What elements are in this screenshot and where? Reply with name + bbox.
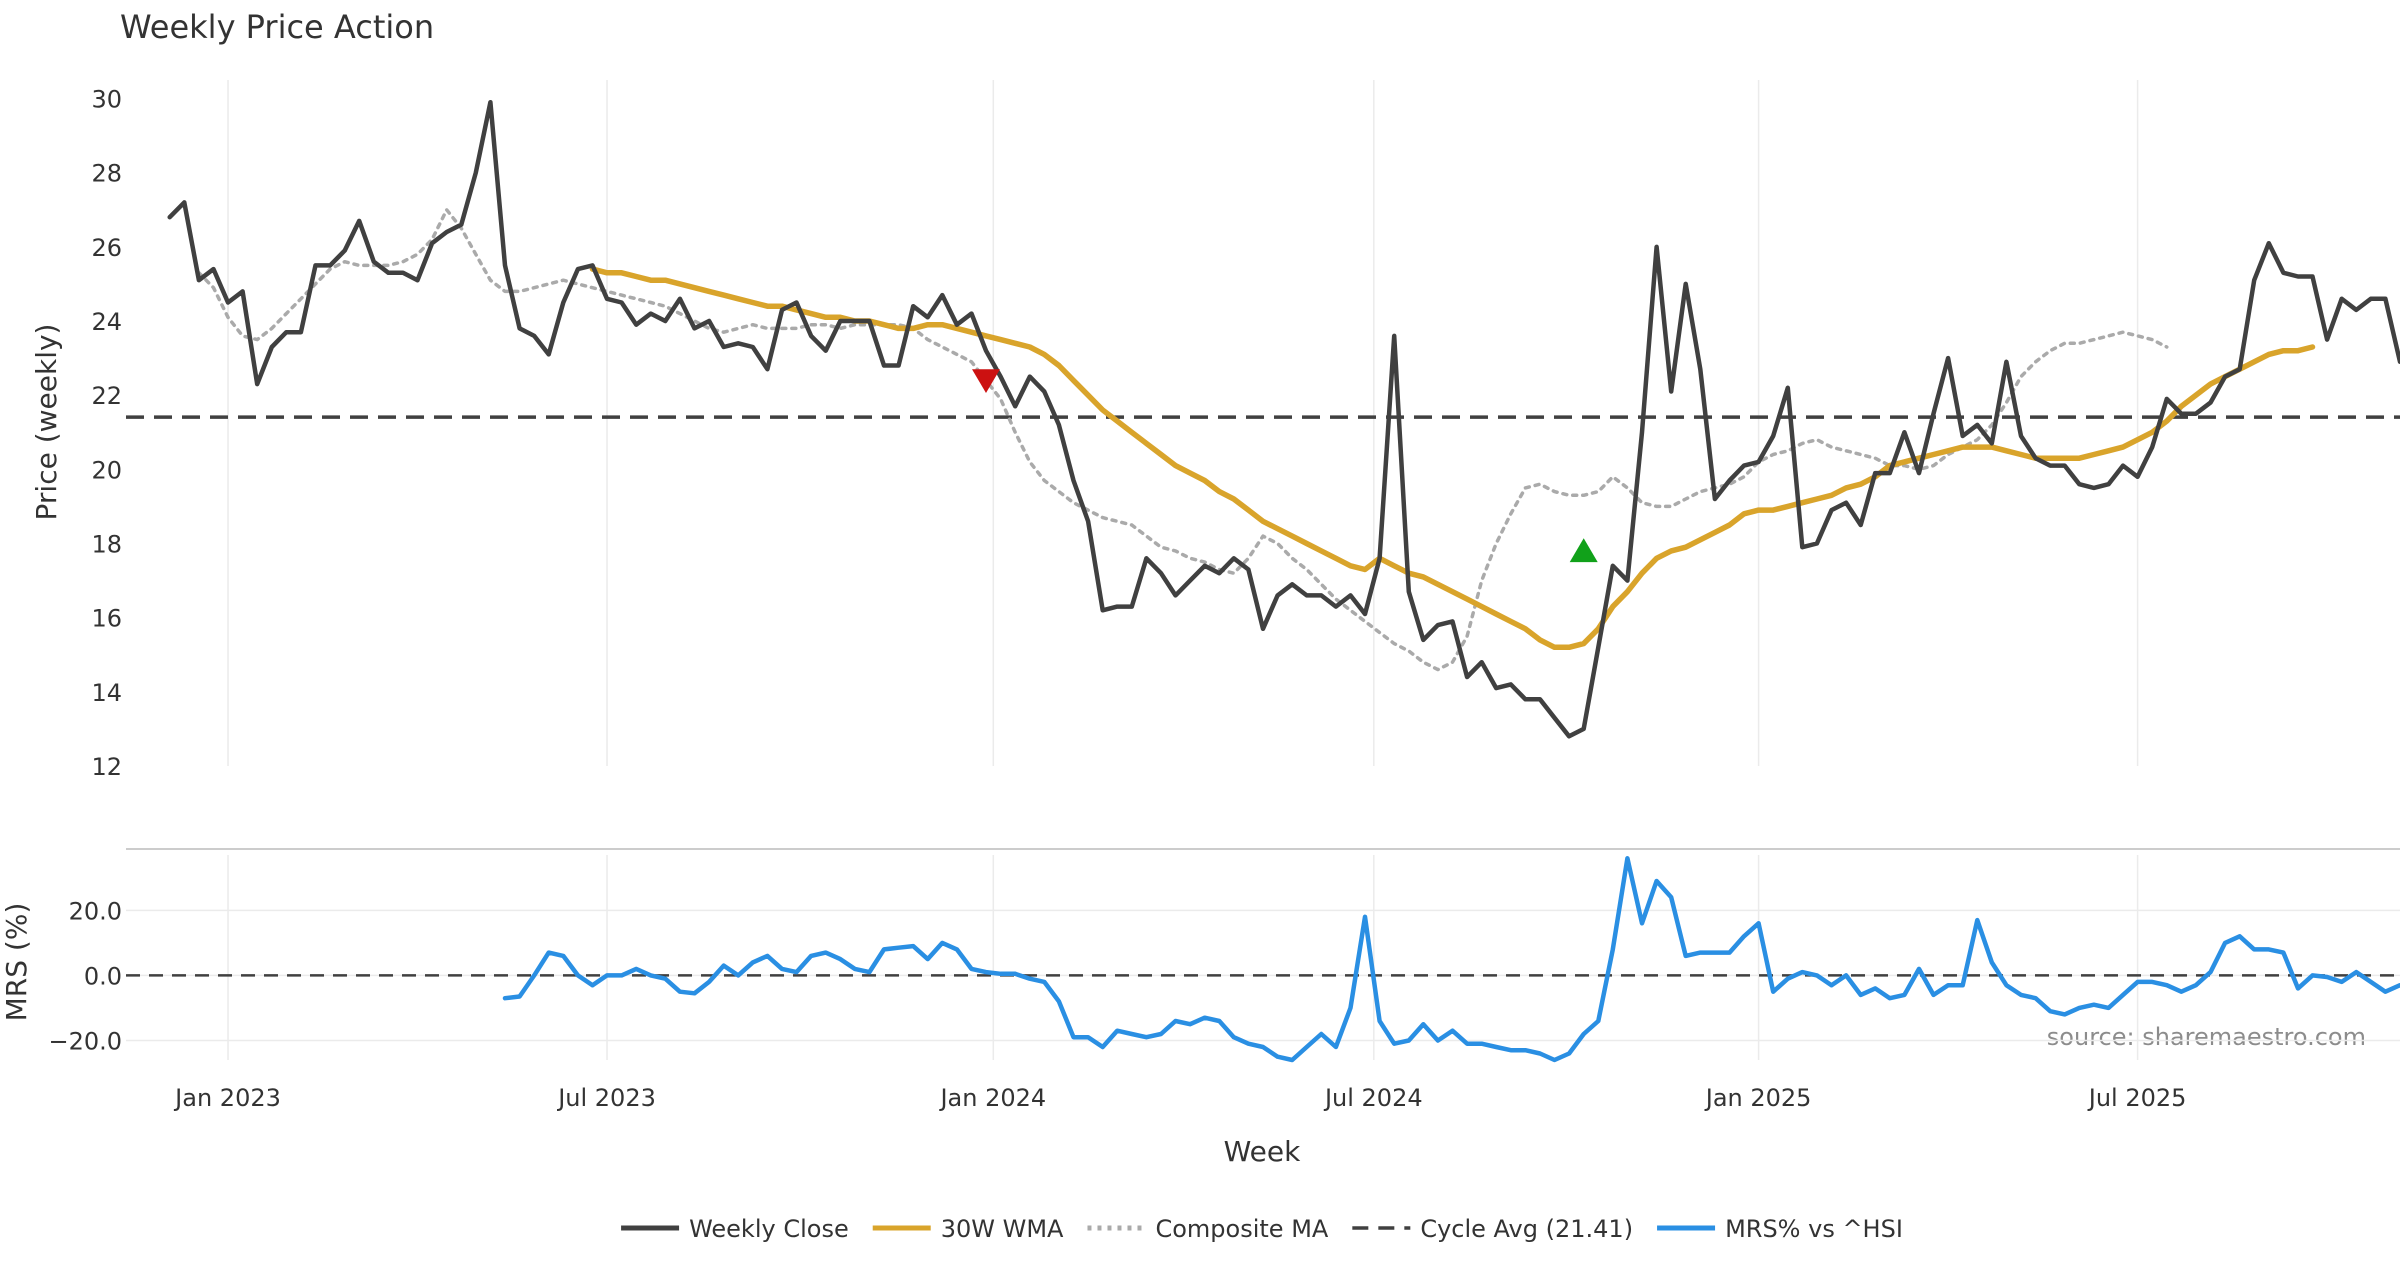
price-y-tick-label: 12	[91, 753, 122, 781]
mrs-axis-label: MRS (%)	[0, 903, 33, 1022]
mrs-series	[126, 856, 2400, 1063]
legend-label-30w-wma: 30W WMA	[941, 1215, 1064, 1243]
mrs-y-tick-label: 20.0	[69, 897, 122, 925]
mrs-y-tick-label: 0.0	[84, 962, 122, 990]
sell-signal-marker	[972, 369, 1000, 393]
source-annotation: source: sharemaestro.com	[2047, 1023, 2366, 1051]
legend-label-mrs-vs-hsi: MRS% vs ^HSI	[1725, 1215, 1903, 1243]
buy-signal-marker	[1569, 538, 1598, 563]
mrs-y-ticks: 20.0 0.0 −20.0	[48, 897, 122, 1055]
price-series	[126, 99, 2400, 739]
price-markers	[972, 369, 1598, 563]
price-y-tick-label: 26	[91, 234, 122, 262]
x-tick-label: Jan 2025	[1704, 1084, 1812, 1112]
mrs-y-tick-label: −20.0	[48, 1027, 122, 1055]
x-tick-label: Jul 2023	[556, 1084, 656, 1112]
series-mrs-vs-hsi	[502, 856, 2400, 1063]
x-tick-label: Jan 2024	[938, 1084, 1046, 1112]
price-y-tick-label: 24	[91, 308, 122, 336]
chart-title: Weekly Price Action	[120, 8, 434, 46]
legend-label-cycle-avg-21-41: Cycle Avg (21.41)	[1420, 1215, 1633, 1243]
x-axis-label: Week	[1224, 1135, 1301, 1168]
price-y-tick-label: 28	[91, 160, 122, 188]
price-y-tick-label: 22	[91, 382, 122, 410]
price-y-tick-label: 16	[91, 605, 122, 633]
series-30w-wma	[589, 266, 2316, 651]
series-weekly-close	[167, 99, 2400, 739]
legend: Weekly Close 30W WMA Composite MA Cycle Avg…	[621, 1215, 1903, 1243]
series-composite-ma	[197, 208, 2169, 672]
x-tick-label: Jan 2023	[173, 1084, 281, 1112]
x-ticks: Jan 2023 Jul 2023 Jan 2024 Jul 2024 Jan 2025…	[173, 1084, 2186, 1112]
price-y-tick-label: 30	[91, 86, 122, 114]
price-y-tick-label: 20	[91, 456, 122, 484]
price-y-ticks: 12 14 16 18 20 22 24 26 28 30	[91, 86, 122, 781]
legend-label-weekly-close: Weekly Close	[689, 1215, 849, 1243]
price-y-tick-label: 18	[91, 531, 122, 559]
x-tick-label: Jul 2024	[1323, 1084, 1423, 1112]
price-y-tick-label: 14	[91, 679, 122, 707]
price-axis-label: Price (weekly)	[30, 324, 63, 521]
price-grid	[227, 80, 2139, 766]
x-tick-label: Jul 2025	[2087, 1084, 2187, 1112]
legend-label-composite-ma: Composite MA	[1155, 1215, 1328, 1243]
